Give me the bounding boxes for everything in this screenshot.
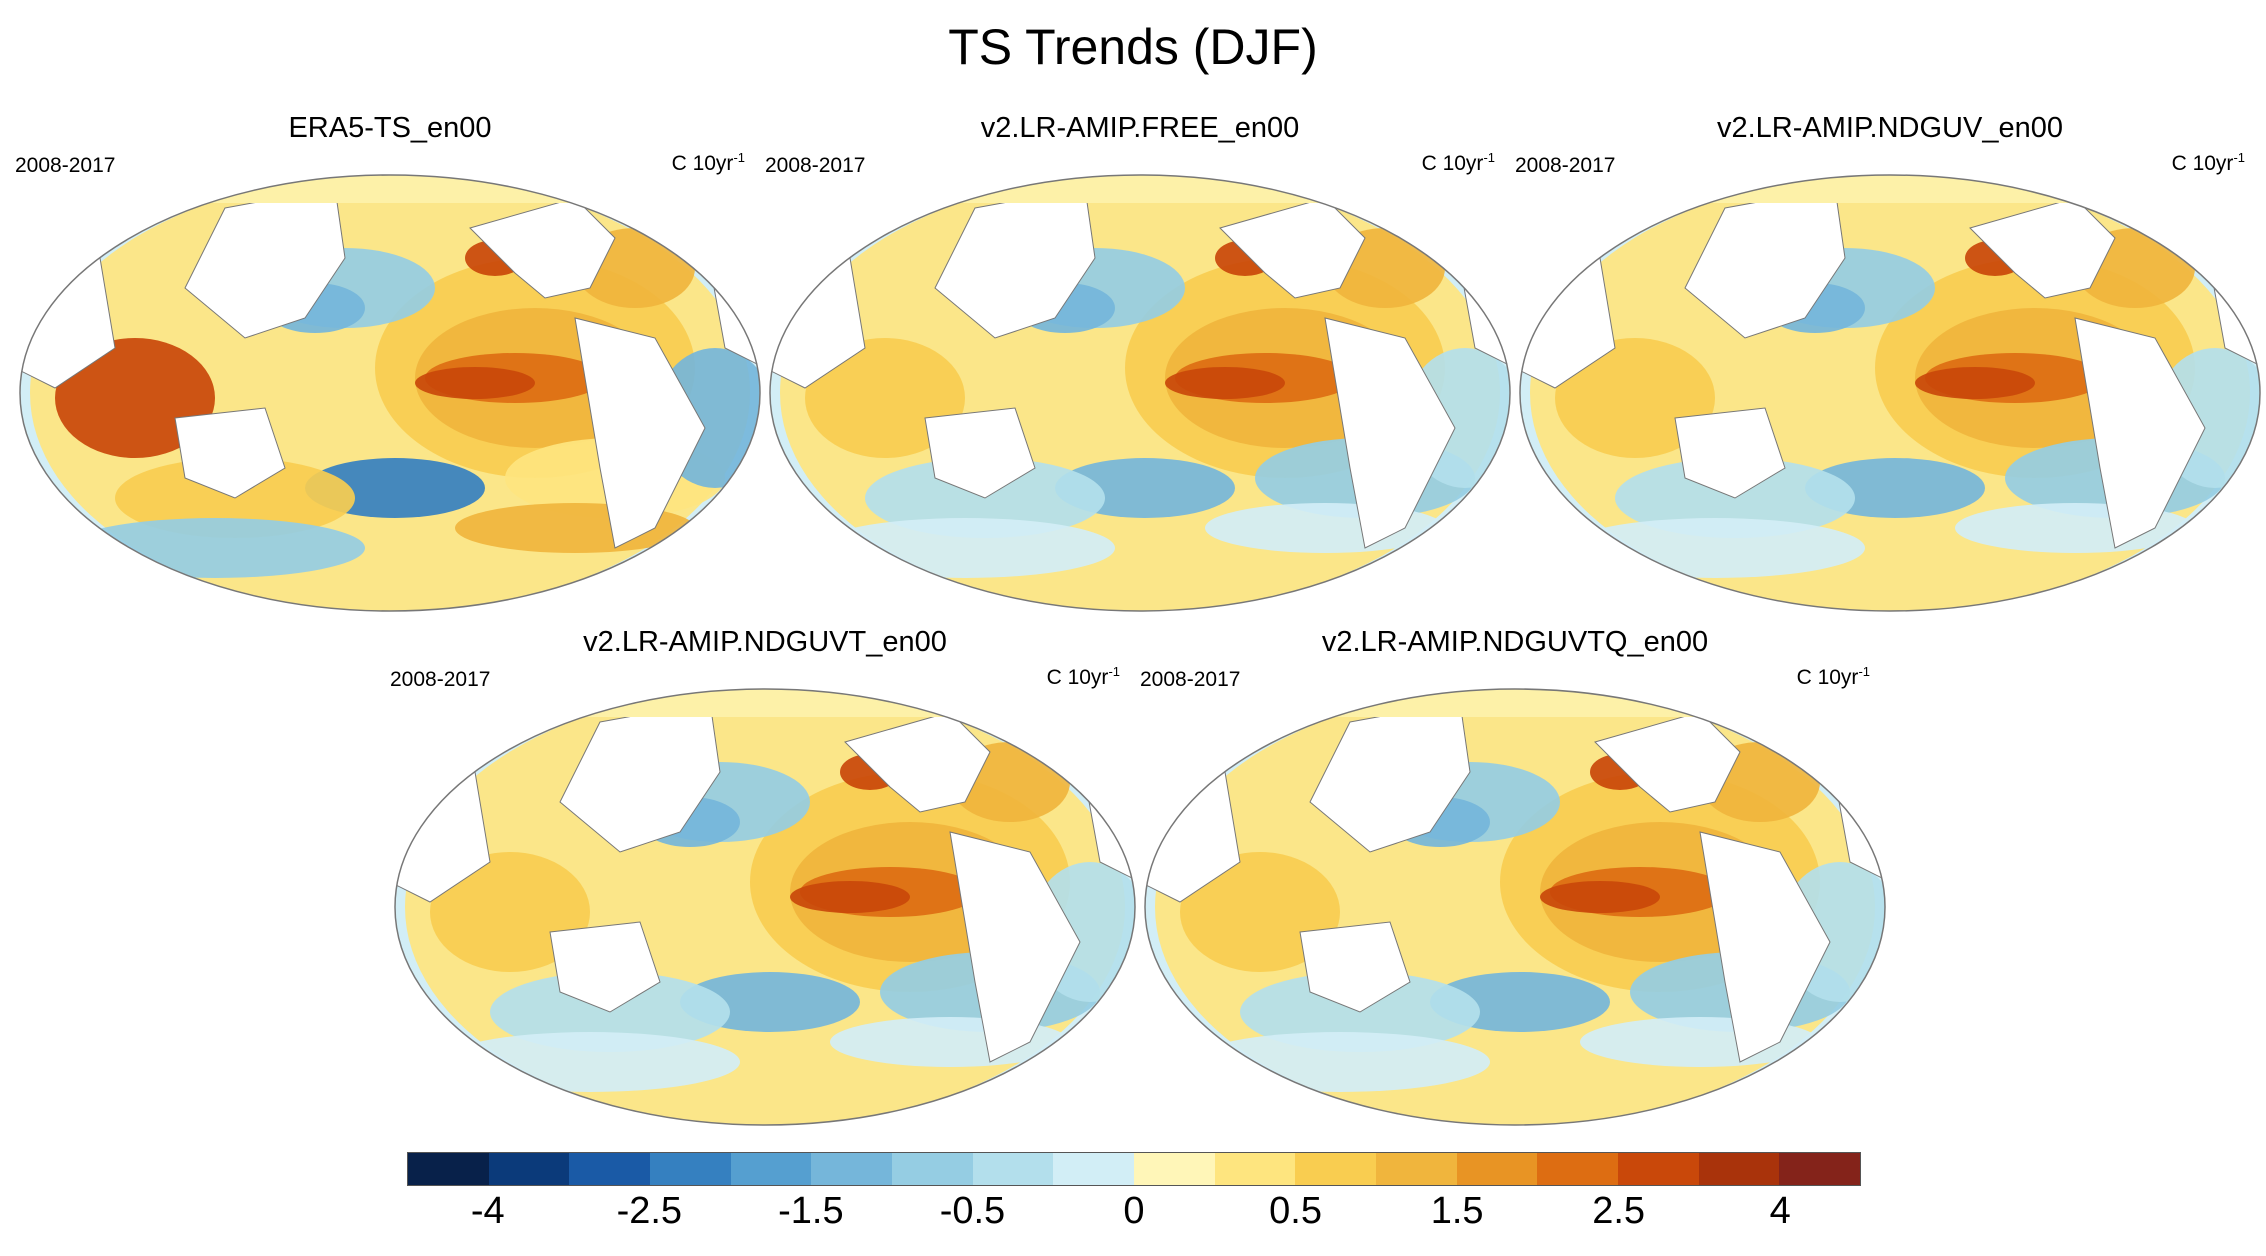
panel-units: C 10yr-1 [2171, 150, 2245, 175]
colorbar-tick-label: 0 [1123, 1190, 1145, 1232]
trend-field [20, 175, 760, 611]
colorbar-tick-label: -0.5 [939, 1190, 1006, 1232]
colorbar-swatch [811, 1153, 893, 1185]
trend-patch [65, 518, 365, 578]
robinson-map [394, 688, 1136, 1126]
land-mass [574, 317, 706, 549]
colorbar-swatch [730, 1153, 812, 1185]
panel-title: v2.LR-AMIP.NDGUVT_en00 [583, 626, 947, 658]
land-mass [174, 407, 286, 499]
land-mass [549, 921, 661, 1013]
map-border [394, 688, 1136, 1126]
polar-cap [395, 689, 1135, 717]
panel-title: v2.LR-AMIP.NDGUV_en00 [1716, 112, 2063, 144]
land-mass [1699, 831, 1831, 1063]
trend-patch [1190, 1032, 1490, 1092]
panel-period: 2008-2017 [765, 154, 866, 177]
colorbar-swatch [408, 1153, 489, 1185]
colorbar-swatch [972, 1153, 1054, 1185]
polar-cap [770, 175, 1510, 203]
trend-patch [805, 338, 965, 458]
robinson-map [1144, 688, 1886, 1126]
robinson-map [1519, 174, 2261, 612]
map-panel-ndguv: v2.LR-AMIP.NDGUV_en00 2008-2017 C 10yr-1 [1515, 112, 2265, 618]
land-mass [2074, 317, 2206, 549]
panel-units: C 10yr-1 [1796, 664, 1870, 689]
colorbar-swatch [650, 1153, 731, 1185]
figure-title: TS Trends (DJF) [948, 19, 1318, 75]
colorbar-swatch [488, 1153, 570, 1185]
map-border [1519, 174, 2261, 612]
trend-patch [440, 1032, 740, 1092]
colorbar-swatch [569, 1153, 651, 1185]
trend-field [1520, 175, 2260, 611]
map-border [19, 174, 761, 612]
panel-units: C 10yr-1 [671, 150, 745, 175]
map-panel-free: v2.LR-AMIP.FREE_en00 2008-2017 C 10yr-1 [765, 112, 1515, 618]
land-mass [924, 407, 1036, 499]
polar-cap [1520, 175, 2260, 203]
colorbar-swatch [1214, 1153, 1296, 1185]
trend-field [1145, 689, 1885, 1125]
colorbar-tick-label: -4 [470, 1190, 505, 1232]
land-mass [1674, 407, 1786, 499]
colorbar-swatch [1779, 1153, 1861, 1185]
panel-title: ERA5-TS_en00 [288, 112, 492, 144]
land-mass [1299, 921, 1411, 1013]
trend-field [770, 175, 1510, 611]
map-border [769, 174, 1511, 612]
land-mass [949, 831, 1081, 1063]
panel-units: C 10yr-1 [1421, 150, 1495, 175]
trend-patch [815, 518, 1115, 578]
trend-patch [415, 367, 535, 399]
colorbar [407, 1152, 1861, 1186]
colorbar-swatch [1537, 1153, 1619, 1185]
colorbar-swatch [1134, 1153, 1215, 1185]
trend-patch [1555, 338, 1715, 458]
colorbar-swatch [1618, 1153, 1699, 1185]
panel-title: v2.LR-AMIP.NDGUVTQ_en00 [1321, 626, 1709, 658]
trend-field [395, 689, 1135, 1125]
colorbar-swatch [1456, 1153, 1538, 1185]
colorbar-swatch [1053, 1153, 1135, 1185]
trend-patch [1565, 518, 1865, 578]
map-panel-ndguvtq: v2.LR-AMIP.NDGUVTQ_en00 2008-2017 C 10yr… [1140, 626, 1890, 1132]
colorbar-swatch [1295, 1153, 1377, 1185]
trend-patch [55, 338, 215, 458]
panel-period: 2008-2017 [390, 668, 491, 691]
trend-patch [430, 852, 590, 972]
trend-patch [1165, 367, 1285, 399]
colorbar-tick-label: -2.5 [616, 1190, 683, 1232]
colorbar-tick-label: -1.5 [778, 1190, 844, 1232]
polar-cap [20, 175, 760, 203]
colorbar-swatch [892, 1153, 973, 1185]
trend-patch [1915, 367, 2035, 399]
map-panel-era5: ERA5-TS_en00 2008-2017 C 10yr-1 [15, 112, 765, 618]
panel-period: 2008-2017 [15, 154, 116, 177]
colorbar-tick-label: 0.5 [1269, 1190, 1322, 1232]
robinson-map [769, 174, 1511, 612]
trend-patch [1540, 881, 1660, 913]
colorbar-labels: -4 -2.5 -1.5 -0.5 0 0.5 1.5 2.5 4 [407, 1190, 1861, 1240]
panel-units: C 10yr-1 [1046, 664, 1120, 689]
colorbar-tick-label: 1.5 [1430, 1190, 1484, 1232]
trend-patch [1180, 852, 1340, 972]
polar-cap [1145, 689, 1885, 717]
map-border [1144, 688, 1886, 1126]
land-mass [1324, 317, 1456, 549]
colorbar-tick-label: 2.5 [1592, 1190, 1646, 1232]
panel-period: 2008-2017 [1140, 668, 1241, 691]
panel-title: v2.LR-AMIP.FREE_en00 [980, 112, 1300, 144]
colorbar-swatch [1698, 1153, 1780, 1185]
robinson-map [19, 174, 761, 612]
colorbar-tick-label: 4 [1769, 1190, 1791, 1232]
trend-patch [790, 881, 910, 913]
map-panel-ndguvt: v2.LR-AMIP.NDGUVT_en00 2008-2017 C 10yr-… [390, 626, 1140, 1132]
panel-period: 2008-2017 [1515, 154, 1616, 177]
colorbar-swatch [1376, 1153, 1457, 1185]
